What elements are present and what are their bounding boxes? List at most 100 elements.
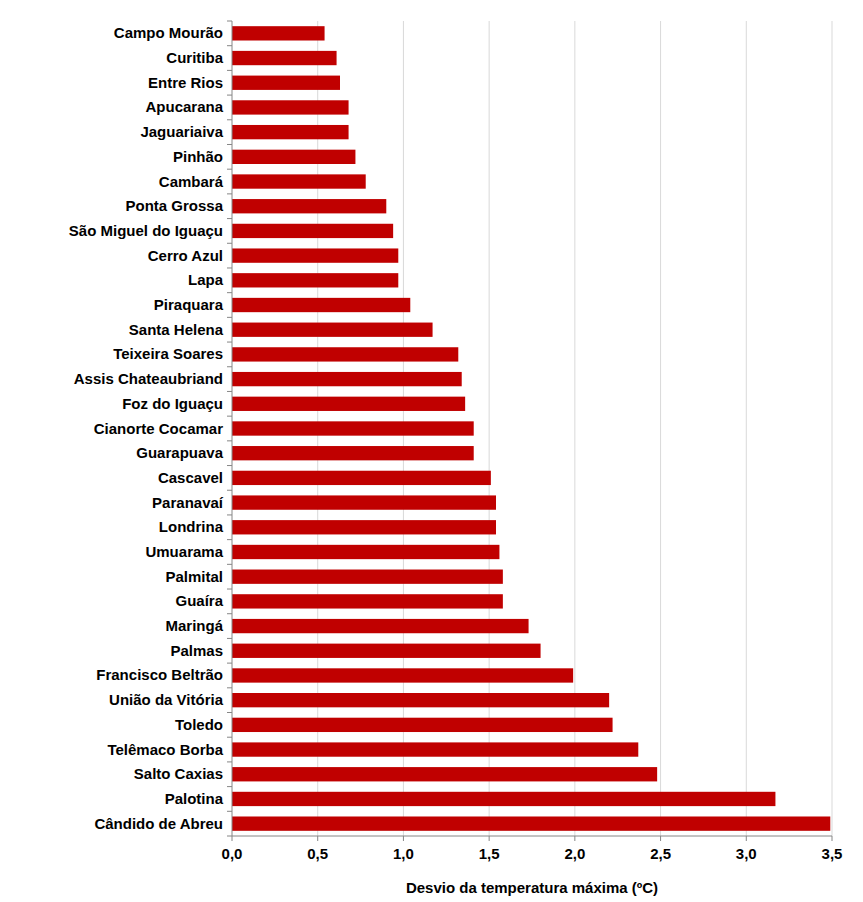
bar (232, 816, 830, 830)
grid-line (489, 21, 490, 836)
category-label: Palmital (165, 568, 223, 585)
category-label: Salto Caxias (134, 765, 223, 782)
category-tick (227, 440, 232, 441)
bar (232, 644, 541, 658)
category-tick (227, 45, 232, 46)
bar (232, 248, 398, 262)
grid-line (574, 21, 575, 836)
tick-label: 0,5 (307, 845, 328, 862)
tick-label: 0,0 (222, 845, 243, 862)
grid-line (660, 21, 661, 836)
bar (232, 520, 496, 534)
bars (232, 26, 830, 831)
chart: 0,00,51,01,52,02,53,03,5Campo MourãoCuri… (0, 0, 863, 902)
bar (232, 619, 529, 633)
tick-label: 3,0 (736, 845, 757, 862)
category-label: Toledo (175, 716, 223, 733)
category-tick (227, 687, 232, 688)
category-label: Jaguariaiva (140, 123, 223, 140)
category-label: Palmas (170, 642, 223, 659)
category-tick (227, 70, 232, 71)
bar (232, 372, 462, 386)
bar (232, 150, 355, 164)
category-tick (227, 317, 232, 318)
tick-mark (232, 836, 233, 841)
category-tick (227, 465, 232, 466)
category-label: Apucarana (145, 98, 223, 115)
category-tick (227, 267, 232, 268)
category-tick (227, 490, 232, 491)
bar (232, 26, 325, 40)
category-label: Piraquara (154, 296, 224, 313)
category-label: Palotina (165, 790, 224, 807)
category-label: Maringá (165, 617, 223, 634)
bar (232, 397, 465, 411)
category-tick (227, 836, 232, 837)
category-label: Lapa (188, 271, 224, 288)
tick-label: 1,5 (479, 845, 500, 862)
bar (232, 273, 398, 287)
category-label: Cianorte Cocamar (94, 420, 223, 437)
bar (232, 421, 474, 435)
category-label: Santa Helena (129, 321, 224, 338)
category-tick (227, 663, 232, 664)
category-label: Paranavaí (152, 494, 224, 511)
category-tick (227, 95, 232, 96)
bar (232, 792, 775, 806)
bar (232, 125, 349, 139)
category-tick (227, 737, 232, 738)
category-label: Ponta Grossa (125, 197, 223, 214)
category-tick (227, 218, 232, 219)
category-tick (227, 21, 232, 22)
category-tick (227, 786, 232, 787)
category-label: Cândido de Abreu (94, 815, 223, 832)
category-label: Guarapuava (136, 444, 223, 461)
bar (232, 471, 491, 485)
category-tick (227, 539, 232, 540)
bar (232, 100, 349, 114)
bar (232, 347, 458, 361)
category-label: Francisco Beltrão (96, 666, 223, 683)
bar (232, 668, 573, 682)
bar (232, 298, 410, 312)
bar (232, 224, 393, 238)
y-axis (232, 21, 233, 836)
category-label: Guaíra (175, 592, 223, 609)
category-tick (227, 416, 232, 417)
grid-line (832, 21, 833, 836)
category-label: Curitiba (166, 49, 223, 66)
category-tick (227, 169, 232, 170)
bar (232, 718, 613, 732)
bar (232, 767, 657, 781)
category-label: Entre Rios (148, 74, 223, 91)
category-tick (227, 391, 232, 392)
category-label: Assis Chateaubriand (74, 370, 223, 387)
bar (232, 446, 474, 460)
category-tick (227, 761, 232, 762)
tick-label: 3,5 (822, 845, 843, 862)
category-tick (227, 811, 232, 812)
bar (232, 76, 340, 90)
bar (232, 545, 499, 559)
bar (232, 693, 609, 707)
bar (232, 570, 503, 584)
bar (232, 174, 366, 188)
tick-mark (746, 836, 747, 841)
bar (232, 742, 638, 756)
category-tick (227, 193, 232, 194)
category-tick (227, 613, 232, 614)
category-label: Campo Mourão (114, 24, 223, 41)
category-label: Cambará (159, 173, 224, 190)
category-label: Cascavel (158, 469, 223, 486)
category-tick (227, 564, 232, 565)
category-label: Foz do Iguaçu (122, 395, 223, 412)
tick-label: 1,0 (393, 845, 414, 862)
category-label: Umuarama (145, 543, 223, 560)
category-tick (227, 638, 232, 639)
bar (232, 323, 433, 337)
category-label: Londrina (159, 518, 224, 535)
category-tick (227, 119, 232, 120)
category-tick (227, 292, 232, 293)
category-label: Telêmaco Borba (107, 741, 223, 758)
tick-mark (489, 836, 490, 841)
